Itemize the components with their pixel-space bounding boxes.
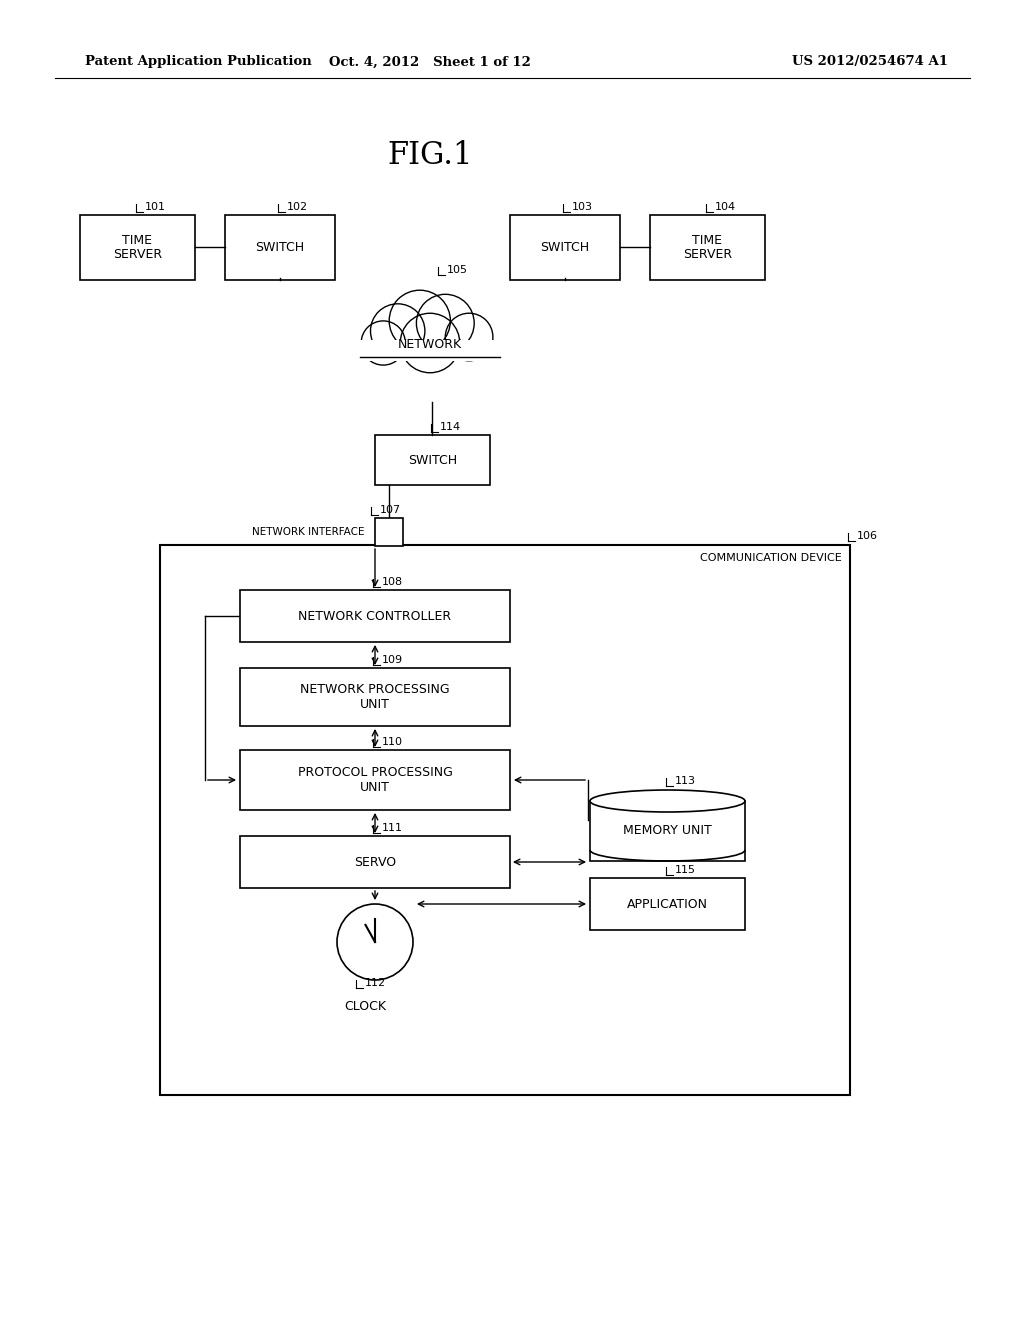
Text: NETWORK: NETWORK	[398, 338, 462, 351]
Text: SWITCH: SWITCH	[255, 242, 304, 253]
Bar	[357, 341, 502, 360]
Text: SERVO: SERVO	[354, 855, 396, 869]
Bar	[240, 590, 510, 642]
Bar	[160, 545, 850, 1096]
Text: 109: 109	[382, 655, 403, 665]
Text: 113: 113	[675, 776, 695, 785]
Bar	[375, 436, 490, 484]
Text: NETWORK CONTROLLER: NETWORK CONTROLLER	[298, 610, 452, 623]
Circle shape	[417, 294, 474, 352]
Circle shape	[400, 313, 460, 372]
Text: CLOCK: CLOCK	[344, 1001, 386, 1012]
Text: 105: 105	[447, 265, 468, 275]
Bar	[80, 215, 195, 280]
Bar	[240, 668, 510, 726]
Text: PROTOCOL PROCESSING
UNIT: PROTOCOL PROCESSING UNIT	[298, 766, 453, 795]
Circle shape	[337, 904, 413, 979]
Text: SWITCH: SWITCH	[541, 242, 590, 253]
Text: 115: 115	[675, 865, 695, 875]
Bar	[357, 338, 502, 358]
Text: NETWORK INTERFACE: NETWORK INTERFACE	[253, 527, 365, 537]
Bar	[240, 750, 510, 810]
Circle shape	[371, 304, 425, 358]
Text: TIME
SERVER: TIME SERVER	[683, 234, 732, 261]
Text: 101: 101	[144, 202, 166, 213]
Text: APPLICATION: APPLICATION	[627, 898, 708, 911]
Bar	[225, 215, 335, 280]
Text: 110: 110	[382, 737, 403, 747]
Bar	[240, 836, 510, 888]
Text: TIME
SERVER: TIME SERVER	[113, 234, 162, 261]
Text: 111: 111	[382, 822, 403, 833]
Bar	[590, 801, 745, 861]
Text: 114: 114	[439, 422, 461, 432]
Text: 108: 108	[382, 577, 403, 587]
Text: 104: 104	[715, 202, 735, 213]
Text: NETWORK PROCESSING
UNIT: NETWORK PROCESSING UNIT	[300, 682, 450, 711]
Text: MEMORY UNIT: MEMORY UNIT	[624, 825, 712, 837]
Ellipse shape	[590, 789, 745, 812]
Text: 112: 112	[365, 978, 386, 987]
Text: COMMUNICATION DEVICE: COMMUNICATION DEVICE	[700, 553, 842, 564]
Text: Oct. 4, 2012   Sheet 1 of 12: Oct. 4, 2012 Sheet 1 of 12	[329, 55, 530, 69]
Text: 106: 106	[857, 531, 878, 541]
Text: 102: 102	[287, 202, 308, 213]
Text: 107: 107	[380, 506, 401, 515]
Circle shape	[361, 321, 406, 366]
Text: FIG.1: FIG.1	[387, 140, 473, 170]
Text: SWITCH: SWITCH	[408, 454, 457, 466]
Text: 103: 103	[572, 202, 593, 213]
Text: Patent Application Publication: Patent Application Publication	[85, 55, 311, 69]
Bar	[650, 215, 765, 280]
Text: US 2012/0254674 A1: US 2012/0254674 A1	[792, 55, 948, 69]
Circle shape	[389, 290, 451, 351]
Bar	[590, 878, 745, 931]
Bar	[510, 215, 620, 280]
Bar	[375, 517, 403, 546]
Circle shape	[445, 313, 493, 360]
